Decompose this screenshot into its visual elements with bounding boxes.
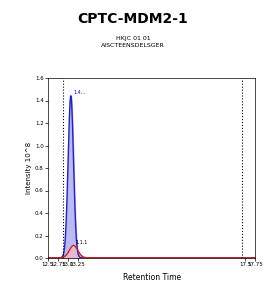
Text: CPTC-MDM2-1: CPTC-MDM2-1 <box>78 12 188 26</box>
X-axis label: Retention Time: Retention Time <box>123 273 181 282</box>
Text: HKJC 01 01
AISCTEENSDELSGER: HKJC 01 01 AISCTEENSDELSGER <box>101 36 165 48</box>
Y-axis label: Intensity 10^8: Intensity 10^8 <box>26 142 32 194</box>
Text: 1.4...: 1.4... <box>73 90 85 95</box>
Text: 1.1.1: 1.1.1 <box>75 240 88 245</box>
